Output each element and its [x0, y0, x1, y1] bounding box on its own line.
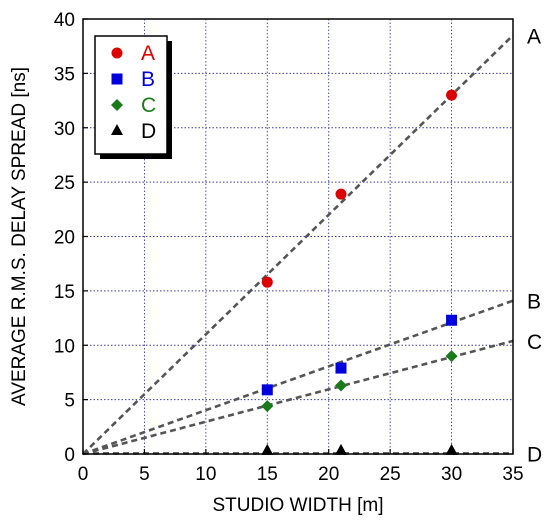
legend-marker-c — [111, 99, 123, 111]
legend-label-d: D — [141, 120, 156, 143]
data-point-c — [445, 350, 458, 363]
legend-marker-d — [111, 124, 123, 135]
legend-item-c: C — [111, 94, 156, 117]
line-end-label-c: C — [527, 331, 542, 354]
data-point-a — [446, 89, 458, 101]
y-tick-label: 20 — [54, 228, 75, 249]
line-end-label-d: D — [527, 443, 542, 466]
fit-line-a — [82, 34, 514, 455]
x-tick-label: 20 — [318, 464, 339, 485]
x-tick-label: 35 — [502, 464, 523, 485]
x-tick-label: 15 — [257, 464, 278, 485]
x-tick-label: 0 — [78, 464, 89, 485]
legend-marker-b — [111, 73, 123, 85]
y-tick-label: 25 — [54, 173, 75, 194]
data-point-c — [261, 400, 274, 413]
line-end-label-b: B — [527, 291, 541, 314]
y-tick-label: 40 — [54, 10, 75, 31]
y-tick-label: 35 — [54, 64, 75, 85]
legend-item-d: D — [111, 120, 156, 143]
data-point-d — [335, 443, 347, 455]
grid-layer — [83, 19, 513, 454]
legend-label-a: A — [141, 42, 155, 65]
x-tick-label: 5 — [139, 464, 150, 485]
line-end-label-a: A — [527, 25, 541, 48]
legend-item-b: B — [111, 68, 155, 91]
data-point-b — [335, 362, 347, 374]
legend-label-b: B — [141, 68, 155, 91]
fit-line-b — [82, 299, 514, 456]
legend-label-c: C — [141, 94, 156, 117]
y-tick-label: 0 — [64, 445, 75, 466]
y-tick-label: 10 — [54, 336, 75, 357]
y-tick-label: 30 — [54, 119, 75, 140]
tick-labels-layer: 0 5 10 15 20 25 30 35 0 5 10 15 20 25 30 35 40 — [54, 10, 524, 485]
line-end-labels-layer: A BC D — [527, 25, 542, 466]
data-point-c — [335, 379, 347, 392]
legend-item-a: A — [111, 42, 155, 65]
x-tick-label: 25 — [380, 464, 401, 485]
x-axis-title: STUDIO WIDTH [m] — [213, 495, 384, 516]
y-axis-title: AVERAGE R.M.S. DELAY SPREAD [ns] — [9, 67, 30, 406]
x-tick-label: 10 — [195, 464, 216, 485]
y-tick-label: 15 — [54, 282, 75, 303]
y-tick-label: 5 — [64, 391, 75, 412]
legend-marker-a — [111, 47, 123, 59]
data-point-b — [446, 314, 458, 326]
x-tick-label: 30 — [441, 464, 462, 485]
data-point-a — [335, 188, 347, 200]
data-point-b — [261, 384, 273, 396]
legend-box — [94, 35, 168, 155]
data-point-a — [261, 276, 273, 288]
fit-line-c — [82, 339, 514, 456]
